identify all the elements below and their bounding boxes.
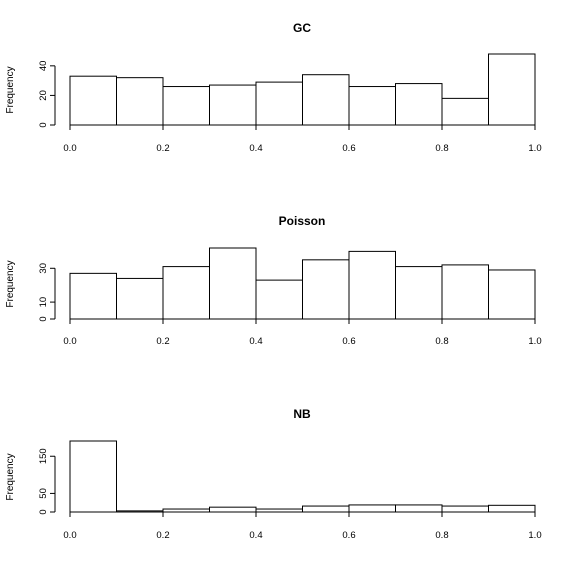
histogram-bar [69,272,117,320]
y-axis: 0 20 40 [38,61,56,128]
nb-histogram-panel: NB Frequency 0.0 0.2 0.4 0.6 0.8 1.0 0 50 150 [5,407,542,541]
histogram-bar [302,505,350,513]
x-axis: 0.0 0.2 0.4 0.6 0.8 1.0 [63,511,542,541]
y-axis-label: Frequency [5,66,16,113]
histogram-bar [69,75,117,126]
histogram-bar [488,269,536,320]
histogram-bar [209,247,257,320]
y-axis: 0 10 30 [38,263,56,322]
y-tick-label: 40 [38,61,49,72]
bars [69,247,536,320]
chart-title: NB [293,407,311,421]
x-tick-label: 0.8 [435,336,448,347]
histogram-bar [255,279,303,320]
histogram-bar [162,266,210,320]
x-tick-label: 0.2 [156,530,169,541]
x-axis: 0.0 0.2 0.4 0.6 0.8 1.0 [63,318,542,347]
histogram-bar [209,506,257,513]
histogram-bar [348,86,396,126]
x-tick-label: 0.8 [435,530,448,541]
histogram-bar [162,86,210,126]
histogram-bar [302,259,350,320]
x-tick-label: 0.2 [156,336,169,347]
histogram-bar [441,264,489,320]
y-tick-label: 0 [38,509,49,514]
histogram-bar [488,53,536,126]
histogram-bar [348,250,396,320]
y-tick-label: 20 [38,90,49,101]
histogram-bar [302,74,350,126]
x-tick-label: 0.6 [342,336,355,347]
histogram-bar [69,440,117,513]
x-tick-label: 0.4 [249,530,262,541]
x-tick-label: 0.6 [342,143,355,154]
histogram-bar [395,504,443,513]
x-axis: 0.0 0.2 0.4 0.6 0.8 1.0 [63,124,542,154]
histogram-bar [209,84,257,126]
chart-title: GC [293,21,311,35]
histogram-bar [488,504,536,513]
x-tick-label: 0.4 [249,336,262,347]
y-axis-label: Frequency [5,260,16,307]
y-tick-label: 150 [38,448,49,464]
gc-histogram-panel: GC Frequency 0.0 0.2 0.4 0.6 0.8 1.0 0 20 40 [5,21,542,154]
histogram-bar [348,504,396,513]
bars [69,440,536,513]
x-tick-label: 0.2 [156,143,169,154]
x-tick-label: 0.8 [435,143,448,154]
chart-title: Poisson [279,214,326,228]
y-tick-label: 0 [38,316,49,321]
histogram-bar [441,97,489,126]
y-axis: 0 50 150 [38,448,56,515]
y-tick-label: 0 [38,122,49,127]
x-tick-label: 1.0 [528,336,541,347]
x-tick-label: 0.0 [63,336,76,347]
histogram-bar [441,505,489,513]
histogram-bar [395,266,443,320]
y-axis-label: Frequency [5,453,16,500]
x-tick-label: 1.0 [528,143,541,154]
y-tick-label: 10 [38,297,49,308]
x-tick-label: 1.0 [528,530,541,541]
poisson-histogram-panel: Poisson Frequency 0.0 0.2 0.4 0.6 0.8 1.0 0 10… [5,214,542,347]
x-tick-label: 0.0 [63,530,76,541]
histogram-bar [395,83,443,126]
x-tick-label: 0.6 [342,530,355,541]
bars [69,53,536,126]
histogram-bar [116,277,164,320]
x-tick-label: 0.0 [63,143,76,154]
y-tick-label: 30 [38,263,49,274]
histogram-bar [116,77,164,126]
x-tick-label: 0.4 [249,143,262,154]
histogram-bar [255,81,303,126]
y-tick-label: 50 [38,488,49,499]
